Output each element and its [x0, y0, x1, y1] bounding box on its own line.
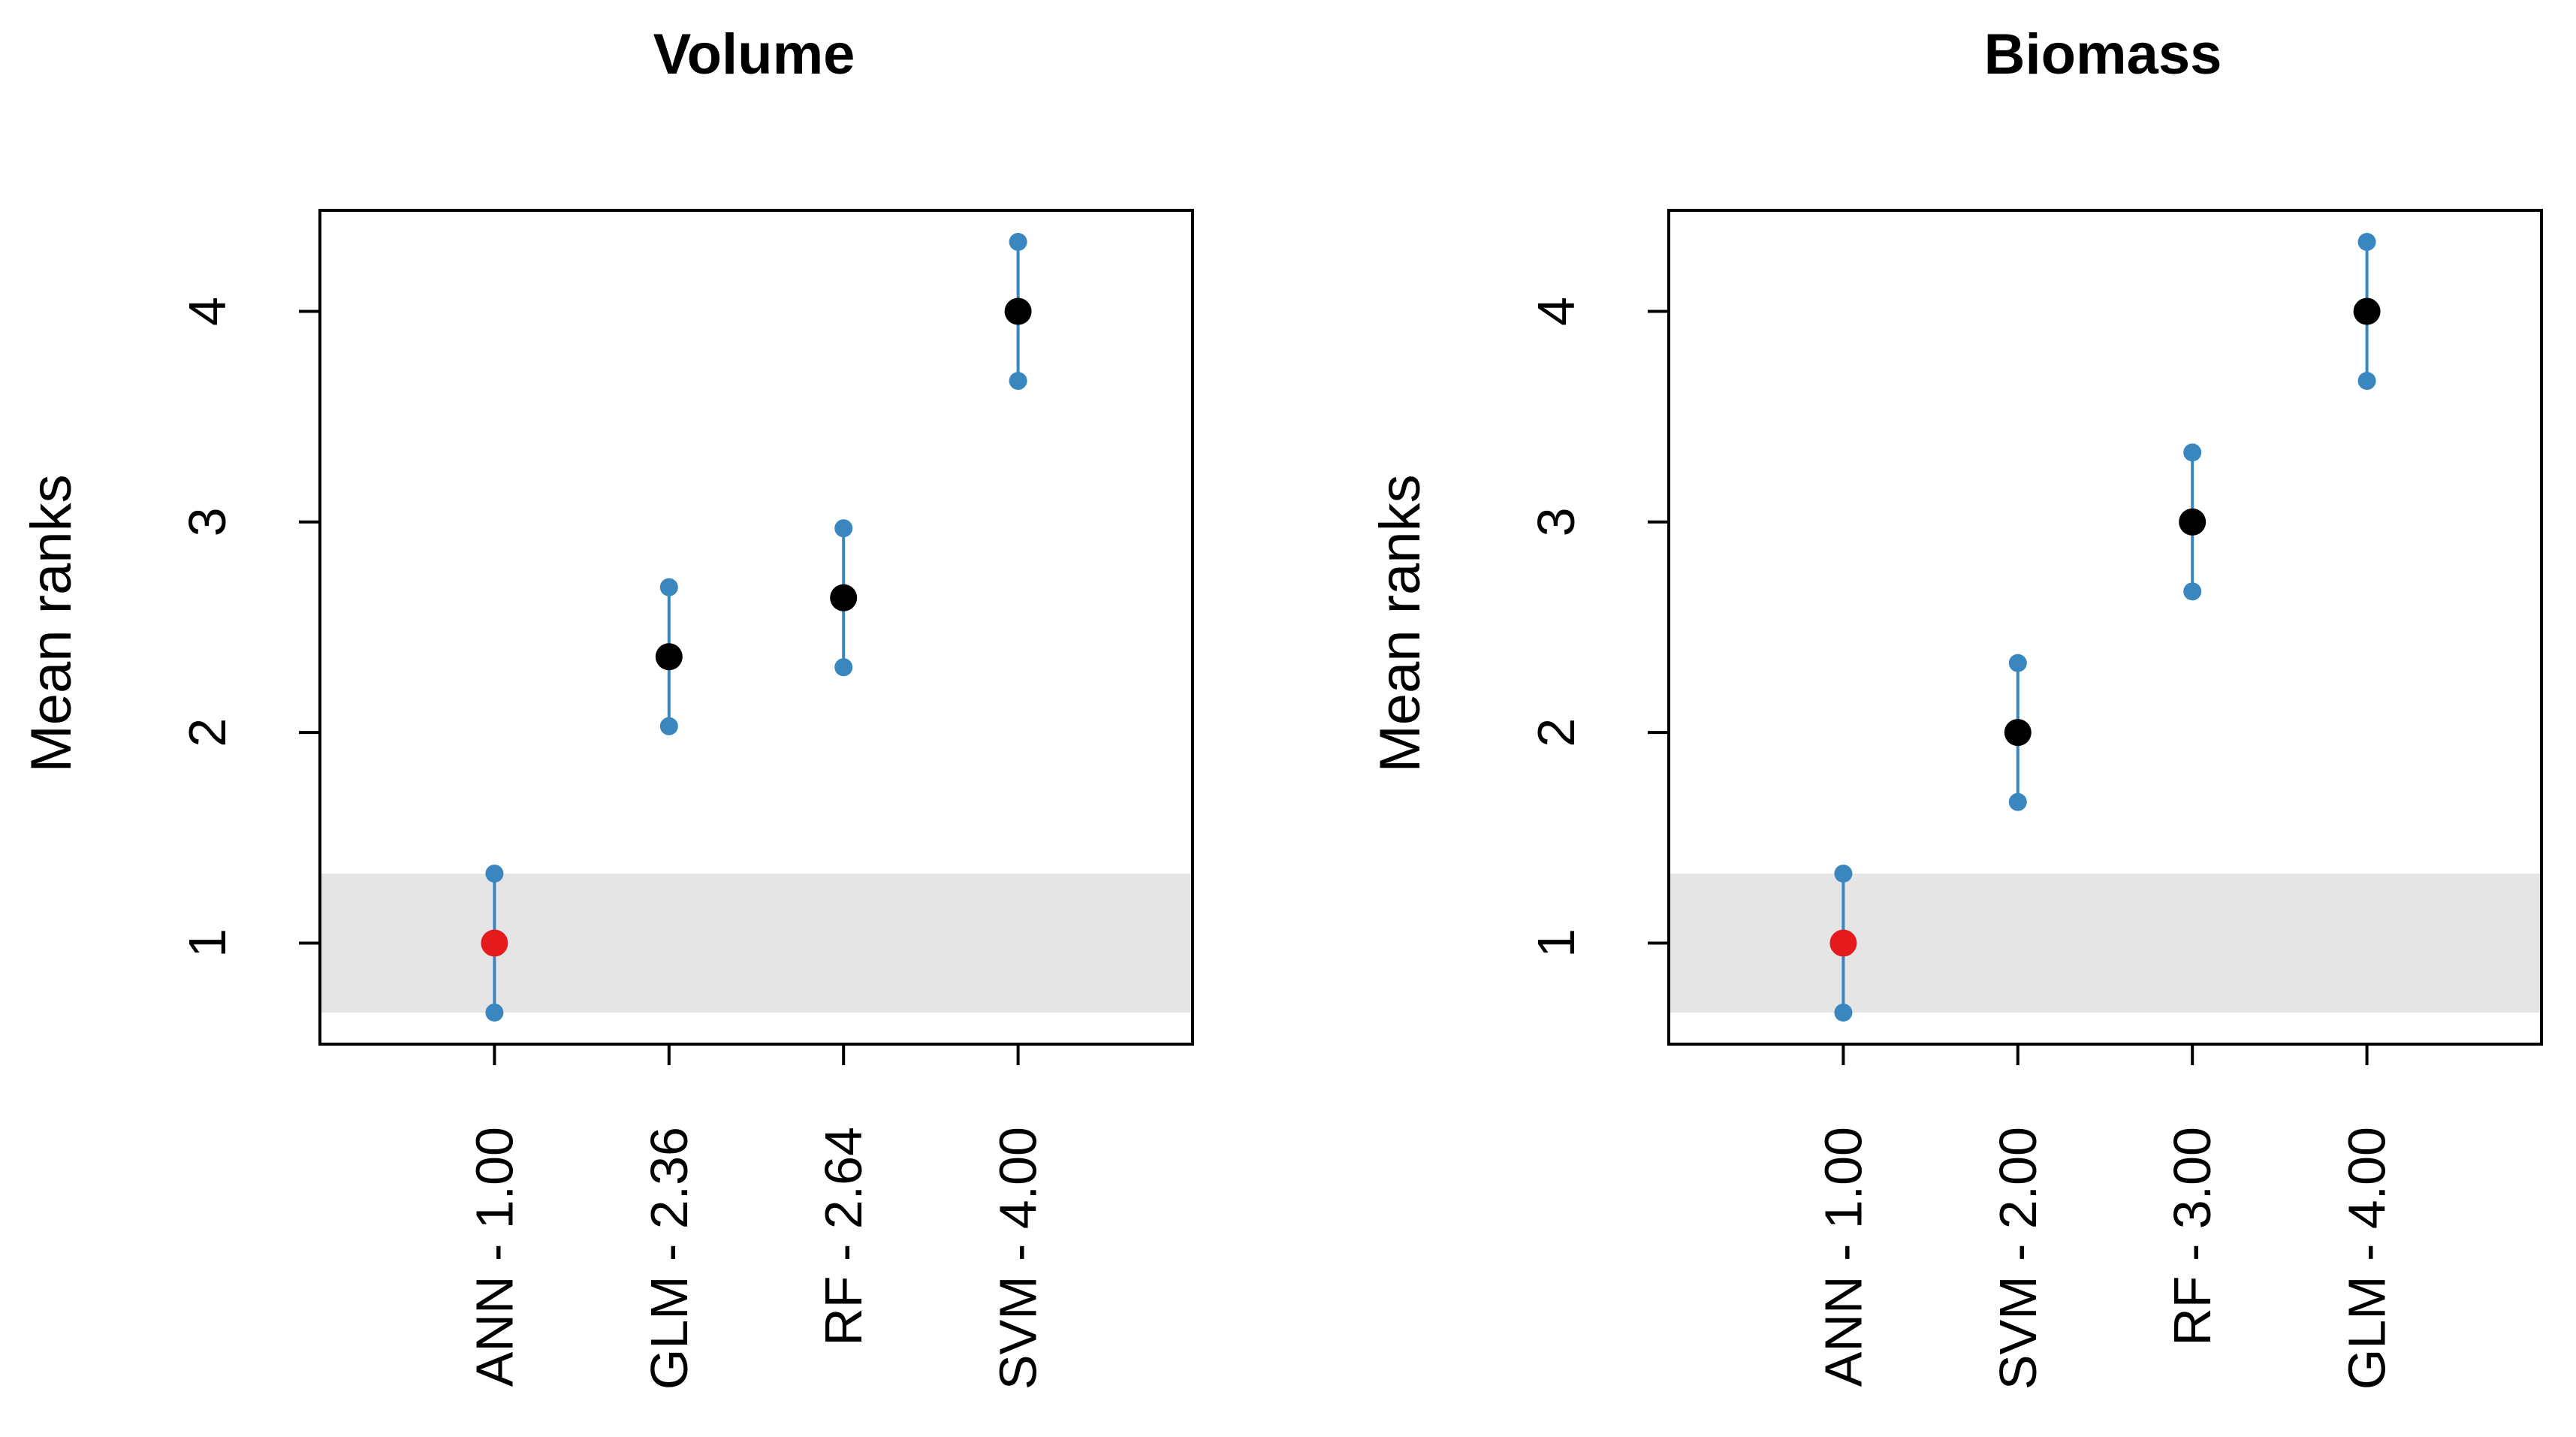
interval-cap-low — [2008, 792, 2027, 811]
x-tick-label: RF - 3.00 — [2163, 1127, 2222, 1346]
x-tick-label: ANN - 1.00 — [1814, 1127, 1872, 1387]
data-point — [1004, 297, 1032, 325]
interval-cap-high — [659, 578, 678, 596]
interval-cap-low — [2183, 582, 2202, 601]
x-axis: ANN - 1.00 SVM - 2.00 RF - 3.00 GLM - 4.00 — [1814, 1044, 2397, 1390]
x-tick-label: ANN - 1.00 — [465, 1127, 523, 1387]
panel-biomass: Biomass Mean ranks 1 2 3 4 ANN - 1.00 SVM - … — [1368, 23, 2543, 1390]
y-axis-label: Mean ranks — [20, 474, 83, 772]
interval-cap-high — [1009, 233, 1027, 252]
interval-cap-high — [834, 519, 853, 538]
y-tick-label: 1 — [1527, 928, 1585, 958]
interval-cap-low — [834, 658, 853, 677]
data-point — [2179, 508, 2206, 536]
x-tick-label: GLM - 2.36 — [640, 1127, 698, 1390]
interval-cap-high — [2183, 443, 2202, 462]
y-tick-label: 2 — [178, 718, 237, 747]
y-tick-label: 4 — [178, 297, 237, 326]
data-marks — [1829, 233, 2381, 1022]
best-point — [481, 929, 508, 957]
x-tick-label: SVM - 2.00 — [1989, 1127, 2047, 1390]
data-point — [655, 643, 683, 671]
chart-title: Volume — [653, 23, 855, 86]
y-axis-label: Mean ranks — [1368, 474, 1432, 772]
x-tick-label: RF - 2.64 — [814, 1127, 873, 1346]
data-point — [2004, 719, 2032, 747]
best-point — [1829, 929, 1857, 957]
interval-cap-high — [2008, 654, 2027, 672]
plot-frame — [1667, 209, 2543, 1046]
highlight-band — [320, 873, 1193, 1013]
y-tick-label: 3 — [1527, 507, 1585, 536]
x-tick-label: GLM - 4.00 — [2338, 1127, 2397, 1390]
interval-cap-high — [2357, 233, 2376, 252]
interval-cap-high — [1834, 864, 1853, 883]
y-axis: 1 2 3 4 — [1527, 297, 1669, 958]
interval-cap-low — [485, 1003, 504, 1022]
highlight-band — [1669, 873, 2541, 1013]
y-tick-label: 1 — [178, 928, 237, 958]
interval-cap-low — [2357, 372, 2376, 391]
x-axis: ANN - 1.00 GLM - 2.36 RF - 2.64 SVM - 4.00 — [465, 1044, 1048, 1390]
data-point — [2353, 297, 2381, 325]
data-marks — [481, 233, 1032, 1022]
y-axis: 1 2 3 4 — [178, 297, 320, 958]
panel-volume: Volume Mean ranks 1 2 3 4 ANN - 1.00 GLM - 2… — [20, 23, 1194, 1390]
interval-cap-low — [1834, 1003, 1853, 1022]
x-tick-label: SVM - 4.00 — [989, 1127, 1048, 1390]
interval-cap-low — [659, 717, 678, 735]
plot-frame — [318, 209, 1194, 1046]
y-tick-label: 3 — [178, 507, 237, 536]
y-tick-label: 4 — [1527, 297, 1585, 326]
chart-title: Biomass — [1984, 23, 2222, 86]
y-tick-label: 2 — [1527, 718, 1585, 747]
interval-cap-high — [485, 864, 504, 883]
data-point — [830, 584, 858, 611]
interval-cap-low — [1009, 372, 1027, 391]
